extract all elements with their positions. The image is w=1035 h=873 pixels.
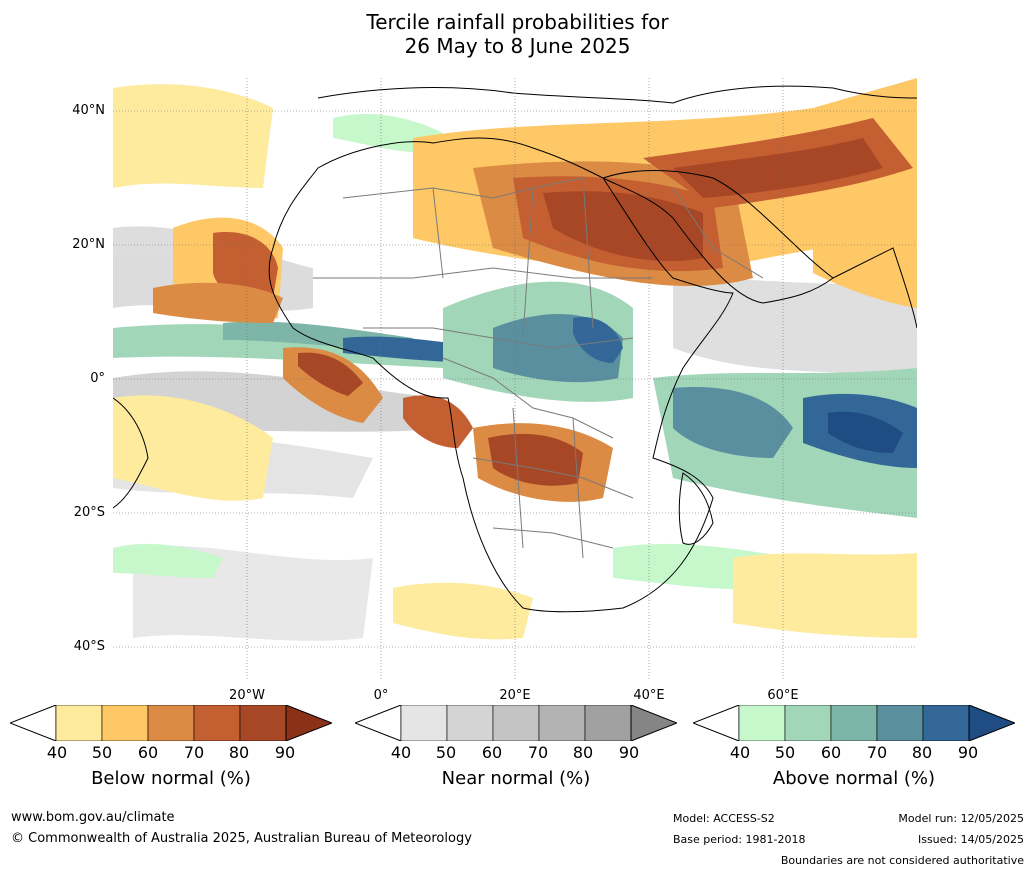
lon-label-40e: 40°E: [633, 688, 665, 703]
colorbar-segment: [876, 705, 924, 741]
colorbar-segment: [400, 705, 448, 741]
tick-label: 60: [137, 743, 159, 762]
lat-label-0: 0°: [90, 371, 105, 386]
colorbar-near: [355, 705, 677, 741]
map-svg: [113, 78, 917, 681]
tick-label: 80: [572, 743, 594, 762]
tick-label: 50: [774, 743, 796, 762]
colorbar-extend-low: [693, 705, 740, 741]
tick-label: 90: [618, 743, 640, 762]
footer-issued: Issued: 14/05/2025: [917, 833, 1024, 846]
colorbar-extend-high: [968, 705, 1015, 741]
footer-disclaimer: Boundaries are not considered authoritat…: [780, 854, 1024, 867]
tick-label: 90: [957, 743, 979, 762]
colorbar-segment: [784, 705, 832, 741]
tick-label: 70: [866, 743, 888, 762]
colorbar-segment: [101, 705, 149, 741]
tick-label: 40: [729, 743, 751, 762]
footer-model-run: Model run: 12/05/2025: [898, 812, 1024, 825]
tick-label: 50: [435, 743, 457, 762]
colorbar-segment: [584, 705, 632, 741]
colorbar-below-label: Below normal (%): [91, 768, 251, 789]
probability-map: [113, 78, 917, 681]
tick-label: 70: [183, 743, 205, 762]
tick-label: 60: [481, 743, 503, 762]
colorbar-segment: [830, 705, 878, 741]
colorbar-extend-high: [285, 705, 332, 741]
colorbar-segment: [922, 705, 970, 741]
colorbar-segment: [147, 705, 195, 741]
lon-label-0: 0°: [373, 688, 389, 703]
colorbar-extend-low: [355, 705, 402, 741]
coastlines: [113, 85, 917, 613]
lon-label-60e: 60°E: [767, 688, 799, 703]
above-normal-shading: [113, 113, 917, 590]
colorbar-segment: [193, 705, 241, 741]
colorbar-segment: [538, 705, 586, 741]
gridlines: [113, 78, 917, 681]
tick-label: 80: [228, 743, 250, 762]
colorbar-extend-low: [10, 705, 57, 741]
colorbar-segment: [239, 705, 287, 741]
lon-label-20e: 20°E: [499, 688, 531, 703]
footer-copyright: © Commonwealth of Australia 2025, Austra…: [11, 831, 472, 846]
colorbar-extend-high: [630, 705, 677, 741]
map-title-line1: Tercile rainfall probabilities for: [366, 10, 669, 34]
lat-label-20s: 20°S: [73, 505, 105, 520]
lon-label-20w: 20°W: [229, 688, 265, 703]
tick-label: 60: [820, 743, 842, 762]
colorbar-near-label: Near normal (%): [441, 768, 591, 789]
country-borders: [313, 177, 764, 559]
colorbar-below: [10, 705, 332, 741]
colorbar-above-label: Above normal (%): [772, 768, 936, 789]
footer-base-period: Base period: 1981-2018: [673, 833, 806, 846]
map-title-line2: 26 May to 8 June 2025: [404, 34, 631, 58]
tick-label: 40: [390, 743, 412, 762]
lat-label-40n: 40°N: [72, 103, 105, 118]
tick-label: 80: [911, 743, 933, 762]
tick-label: 70: [527, 743, 549, 762]
lat-label-20n: 20°N: [72, 237, 105, 252]
footer-model: Model: ACCESS-S2: [673, 812, 775, 825]
tick-label: 90: [274, 743, 296, 762]
tick-label: 40: [46, 743, 68, 762]
colorbar-segment: [446, 705, 494, 741]
footer-url: www.bom.gov.au/climate: [11, 810, 175, 825]
colorbar-segment: [738, 705, 786, 741]
colorbar-segment: [55, 705, 103, 741]
colorbar-above: [693, 705, 1015, 741]
lat-label-40s: 40°S: [73, 639, 105, 654]
tick-label: 50: [91, 743, 113, 762]
colorbar-segment: [492, 705, 540, 741]
below-normal-shading: [113, 78, 917, 640]
